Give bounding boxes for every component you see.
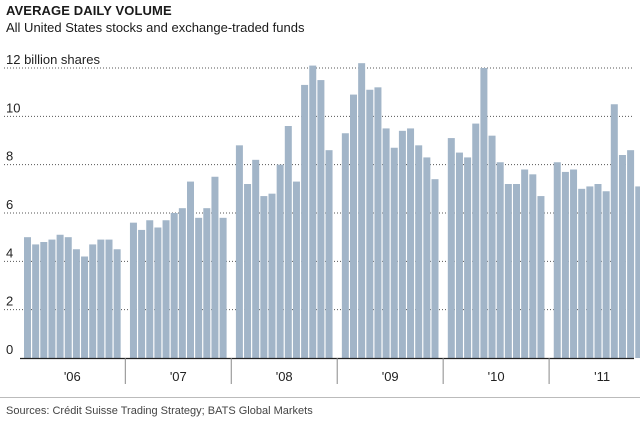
bar xyxy=(187,181,194,358)
bar xyxy=(309,65,317,358)
bar xyxy=(382,128,390,358)
bar xyxy=(56,234,64,358)
bar xyxy=(496,162,504,358)
x-tick-label: '08 xyxy=(276,369,293,384)
bar xyxy=(455,152,463,358)
bar xyxy=(627,150,635,358)
bar xyxy=(252,159,260,358)
y-tick-label: 6 xyxy=(6,197,13,212)
bar xyxy=(390,147,398,358)
bar xyxy=(301,84,309,359)
bar xyxy=(146,220,154,358)
bar xyxy=(423,157,431,358)
bar xyxy=(178,208,186,358)
bar xyxy=(366,89,374,358)
bar xyxy=(464,157,472,358)
bar xyxy=(48,239,56,358)
bar xyxy=(325,150,333,358)
bar xyxy=(488,135,496,358)
bar xyxy=(129,222,137,358)
bar xyxy=(113,249,121,358)
x-tick-label: '11 xyxy=(594,369,610,384)
bar xyxy=(350,94,357,358)
bar xyxy=(89,244,97,358)
bar xyxy=(284,126,292,358)
bar xyxy=(162,220,170,358)
bar xyxy=(195,217,203,358)
bar xyxy=(398,130,406,358)
bar xyxy=(570,169,578,358)
x-tick-label: '07 xyxy=(170,369,187,384)
bar xyxy=(594,184,602,358)
bar xyxy=(276,164,284,358)
bar xyxy=(97,239,105,358)
bar xyxy=(374,87,382,358)
y-tick-label: 0 xyxy=(6,342,13,357)
bar xyxy=(170,213,178,358)
bar xyxy=(447,138,455,358)
bar xyxy=(529,174,537,358)
bar xyxy=(292,181,300,358)
bar xyxy=(268,193,276,358)
y-tick-label: 10 xyxy=(6,100,20,115)
bar xyxy=(618,155,626,358)
bar xyxy=(235,145,243,358)
x-tick-label: '09 xyxy=(382,369,399,384)
bar xyxy=(317,80,325,358)
bar xyxy=(32,244,40,358)
bar xyxy=(578,188,586,358)
bar xyxy=(635,186,640,358)
chart-title: AVERAGE DAILY VOLUME xyxy=(6,3,172,18)
y-tick-label: 8 xyxy=(6,149,13,164)
bar xyxy=(260,196,268,358)
bar xyxy=(341,133,349,358)
bar xyxy=(431,179,439,358)
bar xyxy=(244,184,252,358)
bar xyxy=(561,171,569,358)
x-tick-label: '06 xyxy=(64,369,81,384)
bar xyxy=(24,237,31,358)
y-tick-label: 12 billion shares xyxy=(6,52,100,67)
bar xyxy=(602,191,610,358)
bar xyxy=(154,227,162,358)
bar xyxy=(40,242,48,358)
bar xyxy=(219,217,227,358)
bar xyxy=(521,169,529,358)
bar xyxy=(537,196,545,358)
bar xyxy=(407,128,415,358)
bar xyxy=(211,176,219,358)
bar xyxy=(64,237,72,358)
x-tick-label: '10 xyxy=(488,369,505,384)
bar xyxy=(513,184,520,358)
bar xyxy=(358,63,366,359)
bar xyxy=(472,123,480,358)
bar xyxy=(504,184,512,358)
bar xyxy=(586,186,594,358)
bar xyxy=(553,162,561,358)
bar xyxy=(138,229,146,358)
bar xyxy=(415,145,423,358)
source-note: Sources: Crédit Suisse Trading Strategy;… xyxy=(6,405,313,417)
chart-subtitle: All United States stocks and exchange-tr… xyxy=(6,20,305,35)
bar xyxy=(81,256,89,358)
y-tick-label: 4 xyxy=(6,245,13,260)
bar xyxy=(72,249,80,358)
y-tick-label: 2 xyxy=(6,294,13,309)
bar xyxy=(203,208,211,358)
bar xyxy=(610,104,618,358)
bar xyxy=(105,239,113,358)
bar xyxy=(480,68,488,358)
